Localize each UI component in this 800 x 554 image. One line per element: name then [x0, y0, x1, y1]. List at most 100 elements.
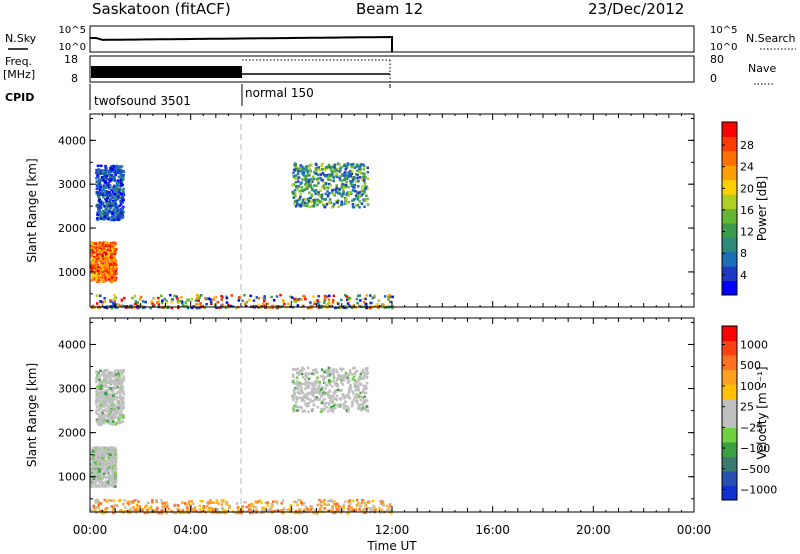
scatter-point	[99, 465, 103, 468]
scatter-point	[209, 508, 213, 512]
scatter-point	[104, 383, 107, 387]
scatter-point	[338, 188, 341, 191]
scatter-point	[216, 300, 220, 304]
scatter-point	[118, 377, 122, 380]
scatter-point	[108, 255, 112, 259]
scatter-point	[104, 168, 107, 172]
scatter-point	[348, 190, 352, 194]
scatter-point	[113, 414, 116, 417]
scatter-point	[301, 188, 304, 191]
scatter-point	[108, 413, 111, 417]
scatter-point	[322, 167, 326, 171]
scatter-point	[332, 376, 336, 379]
panel-frame	[89, 317, 695, 513]
scatter-point	[365, 376, 369, 379]
scatter-point	[335, 175, 339, 179]
scatter-point	[161, 511, 164, 515]
scatter-point	[102, 449, 105, 452]
scatter-point	[356, 501, 360, 505]
scatter-point	[102, 188, 105, 191]
scatter-point	[347, 185, 350, 189]
scatter-point	[100, 374, 103, 377]
scatter-point	[95, 402, 98, 405]
scatter-point	[350, 306, 354, 309]
scatter-point	[321, 385, 324, 389]
scatter-region-1	[90, 445, 118, 488]
scatter-point	[99, 185, 103, 189]
scatter-point	[104, 455, 107, 458]
scatter-point	[342, 182, 346, 186]
scatter-point	[286, 508, 289, 512]
scatter-point	[332, 404, 335, 408]
scatter-point	[192, 502, 195, 505]
scatter-point	[353, 197, 356, 201]
scatter-point	[372, 499, 375, 503]
scatter-point	[315, 389, 318, 393]
scatter-point	[104, 185, 107, 189]
scatter-point	[292, 196, 296, 199]
scatter-point	[111, 263, 115, 267]
scatter-point	[330, 394, 333, 398]
scatter-point	[101, 449, 104, 453]
scatter-point	[112, 388, 115, 391]
scatter-point	[315, 388, 319, 391]
scatter-point	[92, 248, 96, 251]
scatter-point	[314, 189, 318, 192]
scatter-point	[337, 404, 341, 408]
scatter-point	[106, 251, 110, 254]
scatter-point	[225, 296, 229, 300]
colorbar-segment	[722, 150, 737, 166]
scatter-point	[328, 301, 331, 304]
scatter-point	[340, 194, 343, 197]
scatter-point	[317, 181, 320, 185]
scatter-point	[297, 180, 300, 183]
scatter-point	[97, 460, 101, 464]
scatter-point	[358, 394, 361, 398]
scatter-point	[93, 274, 96, 277]
scatter-point	[124, 306, 128, 309]
scatter-point	[106, 196, 110, 200]
scatter-point	[299, 205, 303, 208]
scatter-point	[324, 186, 327, 189]
scatter-point	[157, 296, 160, 300]
scatter-point	[245, 505, 248, 509]
scatter-point	[301, 376, 305, 379]
scatter-point	[99, 280, 102, 283]
scatter-point	[101, 265, 104, 269]
scatter-point	[254, 506, 258, 509]
scatter-point	[301, 178, 304, 181]
scatter-point	[383, 306, 387, 309]
scatter-point	[113, 262, 116, 266]
scatter-point	[356, 301, 359, 305]
scatter-point	[345, 193, 349, 196]
scatter-point	[373, 305, 377, 308]
colorbar-segment	[722, 280, 737, 296]
scatter-point	[102, 186, 105, 189]
scatter-point	[354, 386, 358, 389]
scatter-point	[347, 392, 350, 395]
scatter-point	[321, 391, 325, 394]
scatter-point	[112, 297, 116, 301]
scatter-point	[328, 182, 331, 186]
cpid-label: CPID	[5, 91, 34, 104]
scatter-point	[231, 510, 235, 513]
scatter-point	[109, 464, 113, 467]
scatter-point	[345, 306, 348, 310]
scatter-point	[266, 501, 270, 504]
scatter-point	[103, 267, 107, 271]
scatter-point	[101, 411, 104, 415]
scatter-point	[95, 400, 99, 403]
scatter-point	[353, 177, 357, 180]
scatter-point	[109, 178, 113, 181]
scatter-point	[311, 400, 315, 403]
scatter-point	[282, 300, 285, 303]
scatter-point	[119, 412, 123, 415]
scatter-point	[95, 256, 98, 259]
scatter-point	[297, 396, 301, 399]
scatter-point	[333, 391, 336, 395]
scatter-point	[101, 462, 104, 466]
scatter-point	[96, 477, 99, 480]
scatter-point	[300, 387, 303, 390]
scatter-point	[120, 403, 123, 406]
scatter-point	[120, 165, 124, 168]
